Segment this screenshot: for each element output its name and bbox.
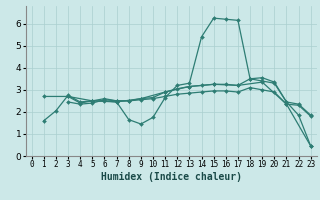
X-axis label: Humidex (Indice chaleur): Humidex (Indice chaleur)	[101, 172, 242, 182]
